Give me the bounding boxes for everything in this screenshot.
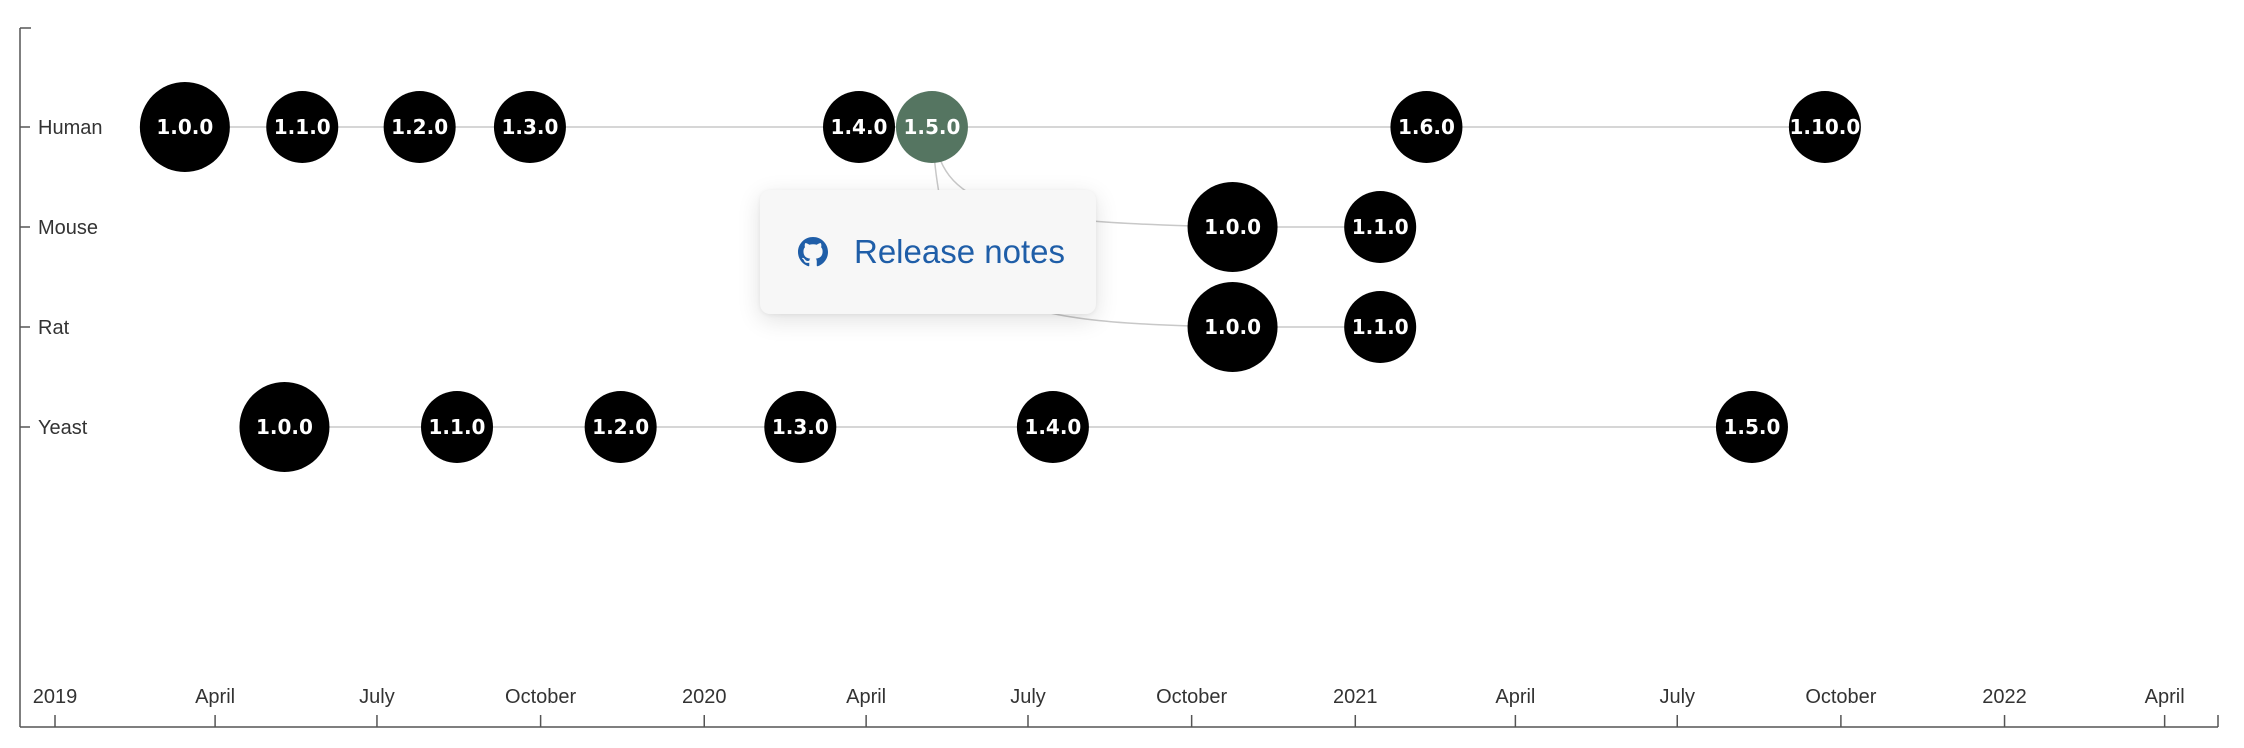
- release-node-label: 1.4.0: [831, 115, 888, 139]
- row-label-yeast: Yeast: [38, 417, 88, 439]
- release-node-circle: [1390, 91, 1463, 163]
- x-tick-label: 2021: [1333, 686, 1378, 708]
- release-node-human-1-6-0[interactable]: 1.6.0: [1390, 91, 1463, 163]
- release-node-mouse-1-0-0[interactable]: 1.0.0: [1187, 182, 1278, 272]
- x-tick-label: April: [1495, 686, 1535, 708]
- release-node-circle: [421, 391, 494, 463]
- release-node-circle: [493, 91, 566, 163]
- release-node-yeast-1-1-0[interactable]: 1.1.0: [421, 391, 494, 463]
- x-tick-label: October: [505, 686, 576, 708]
- release-notes-label: Release notes: [854, 233, 1065, 270]
- release-node-label: 1.6.0: [1398, 115, 1455, 139]
- release-node-yeast-1-4-0[interactable]: 1.4.0: [1016, 391, 1089, 463]
- release-node-human-1-2-0[interactable]: 1.2.0: [383, 91, 456, 163]
- row-label-mouse: Mouse: [38, 217, 98, 239]
- release-node-yeast-1-0-0[interactable]: 1.0.0: [239, 382, 330, 472]
- release-node-label: 1.10.0: [1789, 115, 1860, 139]
- release-node-label: 1.5.0: [1723, 415, 1780, 439]
- release-node-label: 1.0.0: [1204, 215, 1261, 239]
- release-node-rat-1-1-0[interactable]: 1.1.0: [1344, 291, 1417, 363]
- x-tick-label: 2020: [682, 686, 727, 708]
- release-node-label: 1.4.0: [1024, 415, 1081, 439]
- release-node-circle: [764, 391, 837, 463]
- release-node-label: 1.3.0: [501, 115, 558, 139]
- x-tick-label: April: [2145, 686, 2185, 708]
- release-node-human-1-3-0[interactable]: 1.3.0: [493, 91, 566, 163]
- x-tick-label: July: [1659, 686, 1695, 708]
- release-node-human-1-1-0[interactable]: 1.1.0: [266, 91, 339, 163]
- release-notes-link[interactable]: Release notes: [798, 233, 1065, 271]
- x-tick-label: April: [846, 686, 886, 708]
- x-tick-label: July: [359, 686, 395, 708]
- release-node-rat-1-0-0[interactable]: 1.0.0: [1187, 282, 1278, 372]
- release-node-yeast-1-2-0[interactable]: 1.2.0: [584, 391, 657, 463]
- release-node-circle: [823, 91, 896, 163]
- release-node-circle: [139, 82, 230, 172]
- release-node-circle: [266, 91, 339, 163]
- release-node-human-1-0-0[interactable]: 1.0.0: [139, 82, 230, 172]
- x-tick-label: 2022: [1982, 686, 2027, 708]
- github-icon: [798, 237, 828, 267]
- release-node-label: 1.2.0: [592, 415, 649, 439]
- release-node-yeast-1-5-0[interactable]: 1.5.0: [1715, 391, 1788, 463]
- x-tick-label: July: [1010, 686, 1046, 708]
- release-node-label: 1.1.0: [1352, 315, 1409, 339]
- x-tick-label: October: [1805, 686, 1876, 708]
- release-node-label: 1.1.0: [274, 115, 331, 139]
- release-node-yeast-1-3-0[interactable]: 1.3.0: [764, 391, 837, 463]
- release-node-circle: [239, 382, 330, 472]
- release-node-label: 1.1.0: [429, 415, 486, 439]
- release-node-circle: [1715, 391, 1788, 463]
- release-node-circle: [1344, 191, 1417, 263]
- release-node-circle: [1344, 291, 1417, 363]
- release-node-label: 1.0.0: [156, 115, 213, 139]
- row-label-rat: Rat: [38, 317, 70, 339]
- x-tick-label: October: [1156, 686, 1227, 708]
- release-node-circle: [1016, 391, 1089, 463]
- release-node-circle: [1788, 91, 1861, 163]
- release-node-circle: [584, 391, 657, 463]
- release-node-circle: [383, 91, 456, 163]
- release-node-circle: [1187, 282, 1278, 372]
- release-node-human-1-10-0[interactable]: 1.10.0: [1788, 91, 1861, 163]
- release-node-label: 1.2.0: [391, 115, 448, 139]
- release-popup: Release notes: [760, 190, 1096, 314]
- release-nodes: 1.0.0 1.1.0 1.2.0 1.3.0 1.4.0 1.5.0 1.6.0 1.10.…: [139, 82, 1861, 472]
- release-node-human-1-5-0[interactable]: 1.5.0: [895, 91, 968, 163]
- x-tick-label: 2019: [33, 686, 78, 708]
- x-tick-label: April: [195, 686, 235, 708]
- row-label-human: Human: [38, 117, 102, 139]
- axes: 2019 April July October 2020 April July October…: [19, 27, 2219, 728]
- release-node-label: 1.0.0: [1204, 315, 1261, 339]
- release-node-circle: [895, 91, 968, 163]
- release-node-label: 1.1.0: [1352, 215, 1409, 239]
- release-node-mouse-1-1-0[interactable]: 1.1.0: [1344, 191, 1417, 263]
- release-node-label: 1.5.0: [903, 115, 960, 139]
- release-node-circle: [1187, 182, 1278, 272]
- release-node-human-1-4-0[interactable]: 1.4.0: [823, 91, 896, 163]
- release-node-label: 1.0.0: [256, 415, 313, 439]
- release-node-label: 1.3.0: [772, 415, 829, 439]
